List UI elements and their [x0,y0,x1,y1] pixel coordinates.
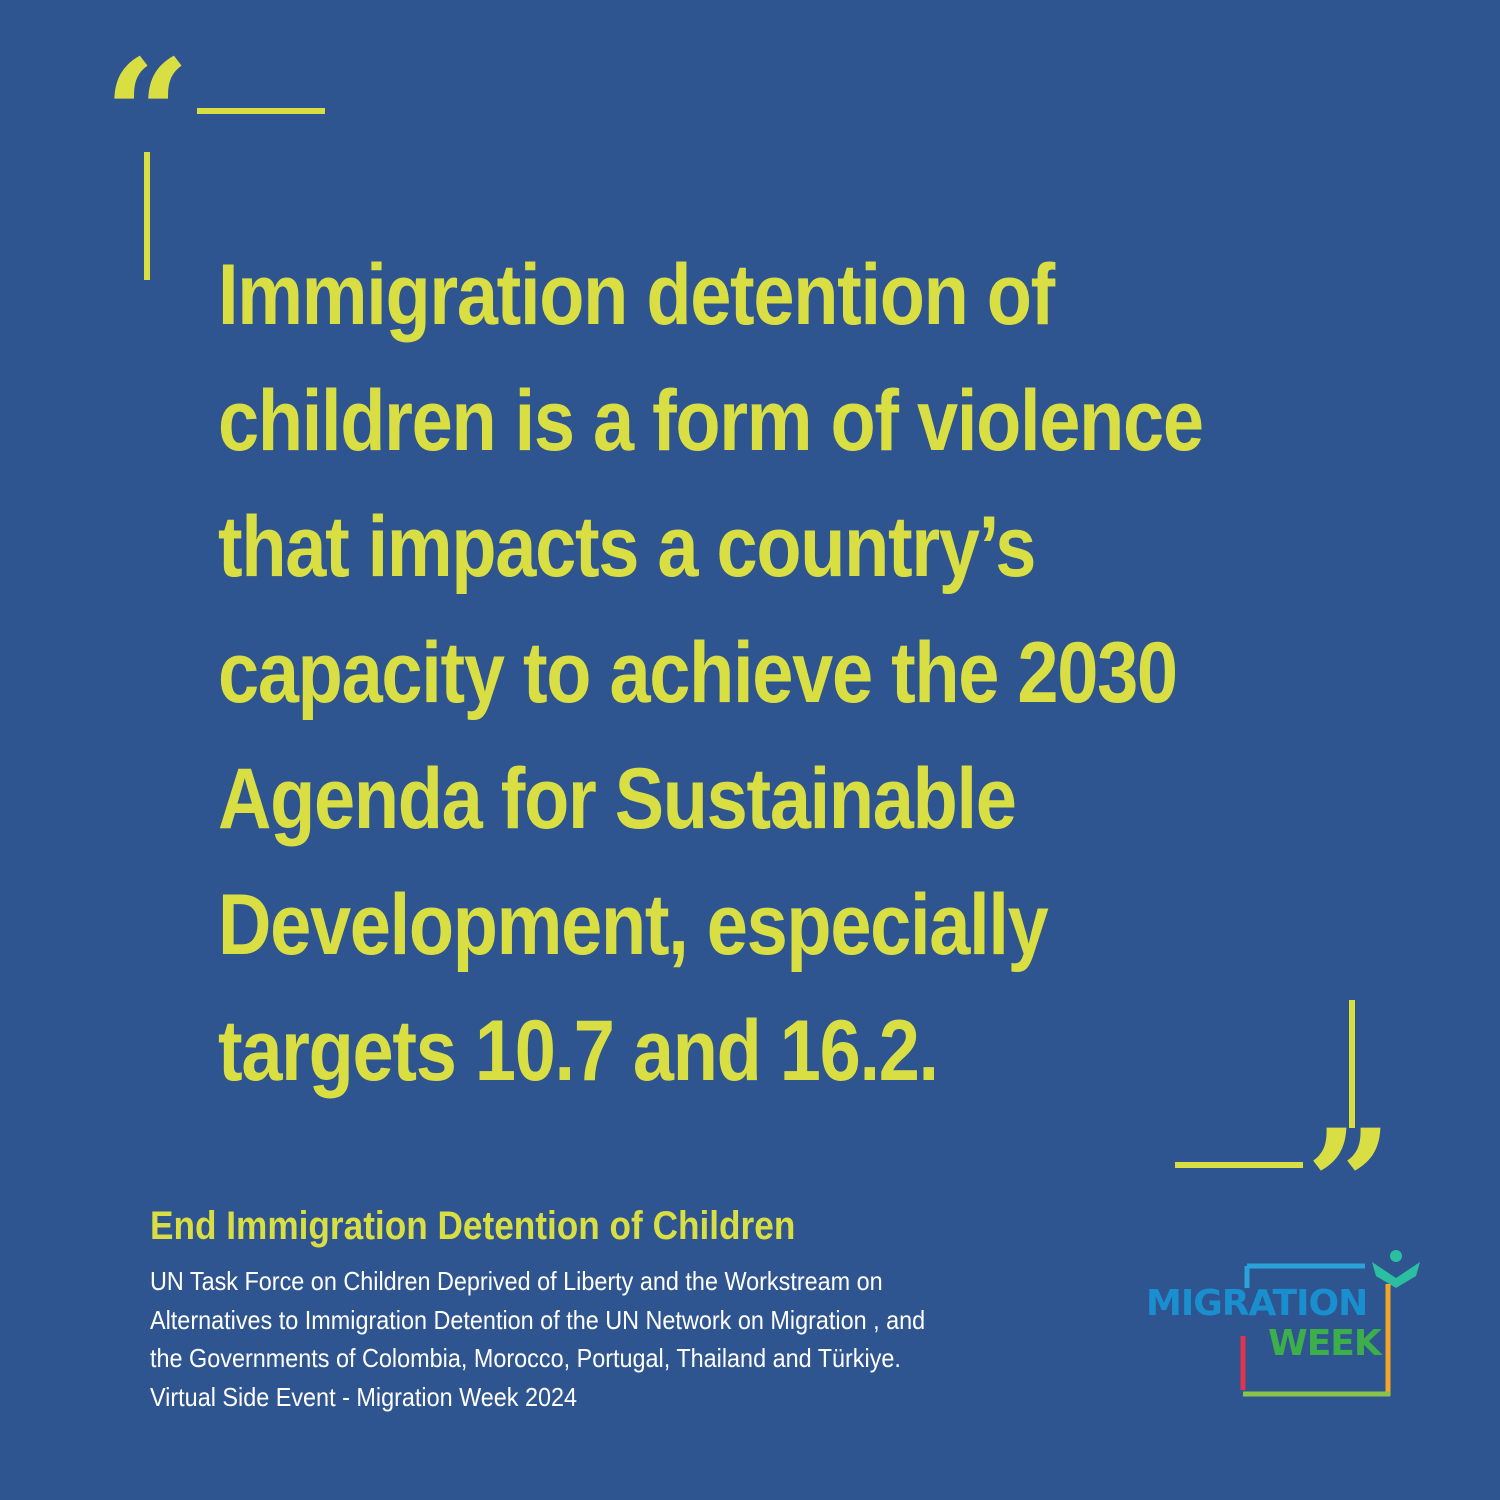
event-details: UN Task Force on Children Deprived of Li… [150,1262,1110,1416]
logo-frame-icon [1240,1250,1420,1397]
quote-line: Agenda for Sustainable [218,751,1017,847]
close-quote-mark: ” [1306,1097,1393,1273]
migration-week-logo: MIGRATION WEEK [1140,1248,1430,1398]
logo-word-week: WEEK [1268,1323,1382,1364]
quote-line: capacity to achieve the 2030 [218,625,1178,721]
quote-line: targets 10.7 and 16.2. [218,1003,939,1099]
detail-line: Alternatives to Immigration Detention of… [150,1304,926,1335]
detail-line: the Governments of Colombia, Morocco, Po… [150,1343,901,1373]
detail-line: UN Task Force on Children Deprived of Li… [150,1266,883,1296]
quote-line: that impacts a country’s [218,499,1036,595]
event-title: End Immigration Detention of Children [150,1204,796,1248]
quote-line: Development, especially [218,877,1049,973]
bottom-vertical-rule [1349,1000,1355,1128]
attribution: End Immigration Detention of Children UN… [150,1200,1110,1416]
quote-line: Immigration detention of [218,247,1055,343]
logo-word-migration: MIGRATION [1146,1283,1368,1324]
bottom-horizontal-rule [1175,1162,1303,1168]
detail-line: Virtual Side Event - Migration Week 2024 [150,1381,578,1412]
quote-text: Immigration detention of children is a f… [218,232,1216,1114]
top-horizontal-rule [197,108,325,114]
quote-line: children is a form of violence [218,373,1204,469]
top-vertical-rule [144,152,150,280]
